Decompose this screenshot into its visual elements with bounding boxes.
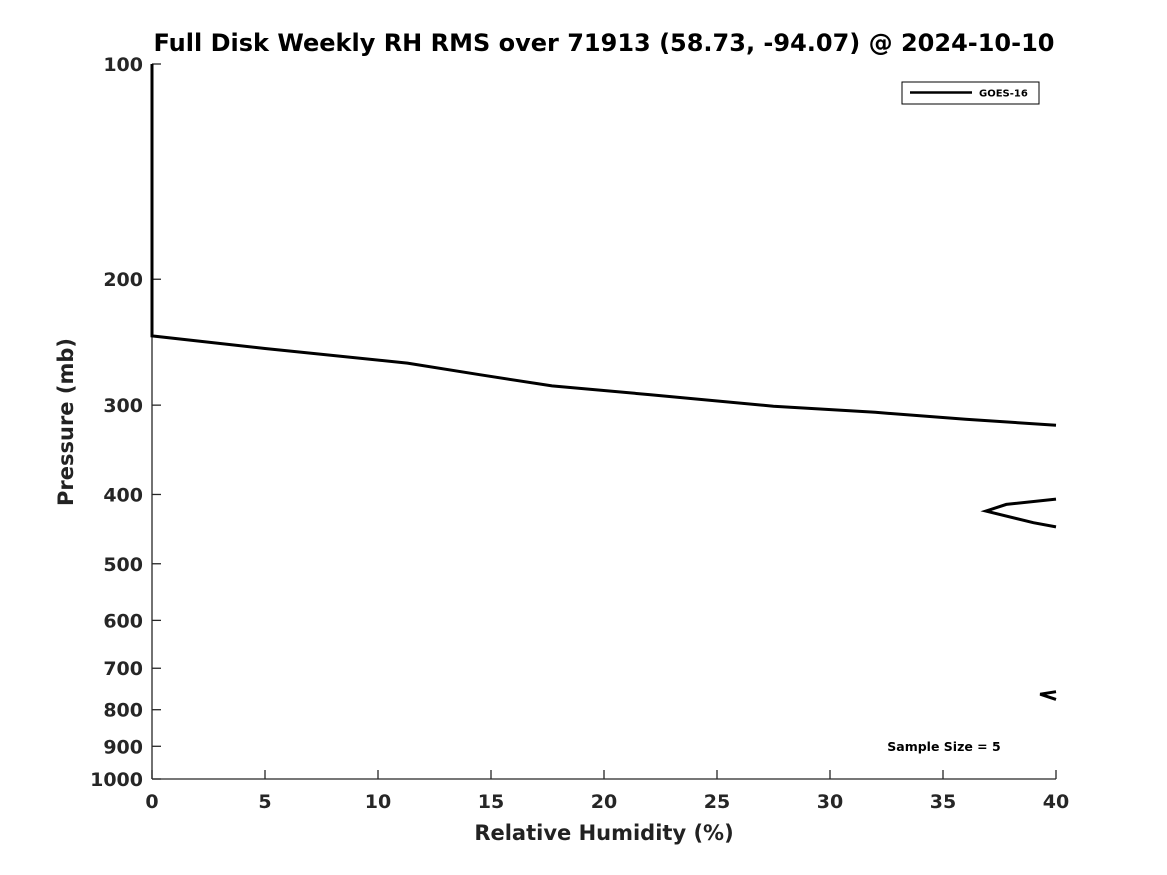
- x-axis-ticks: 0 5 10 15 20 25 30 35 40: [145, 770, 1069, 813]
- x-axis-label: Relative Humidity (%): [474, 821, 733, 845]
- x-tick-label: 40: [1043, 791, 1069, 813]
- y-tick-label: 500: [103, 554, 143, 576]
- y-tick-label: 400: [103, 484, 143, 506]
- y-tick-label: 600: [103, 610, 143, 632]
- plot-area: 0 5 10 15 20 25 30 35 40 100 200 300 400 500 600 700 80…: [90, 54, 1069, 813]
- x-tick-label: 10: [365, 791, 391, 813]
- series-line-goes-16-segment-3: [1039, 690, 1057, 701]
- y-tick-label: 800: [103, 700, 143, 722]
- x-tick-label: 25: [704, 791, 730, 813]
- legend: GOES-16: [901, 81, 1040, 105]
- y-tick-label: 900: [103, 736, 143, 758]
- x-tick-label: 5: [258, 791, 271, 813]
- y-axis-label: Pressure (mb): [54, 338, 78, 506]
- legend-label: GOES-16: [979, 89, 1028, 100]
- sample-size-annotation: Sample Size = 5: [887, 739, 1000, 754]
- series-line-goes-16-segment-2: [980, 497, 1057, 529]
- y-tick-label: 1000: [90, 769, 143, 791]
- x-tick-label: 15: [478, 791, 504, 813]
- y-tick-label: 300: [103, 395, 143, 417]
- x-tick-label: 30: [817, 791, 843, 813]
- chart-title: Full Disk Weekly RH RMS over 71913 (58.7…: [153, 29, 1054, 57]
- y-tick-label: 100: [103, 54, 143, 76]
- series-line-goes-16-segment-1: [150, 64, 1057, 427]
- x-tick-label: 0: [145, 791, 158, 813]
- x-tick-label: 20: [591, 791, 617, 813]
- y-axis-ticks: 100 200 300 400 500 600 700 800 900 1000: [90, 54, 161, 791]
- series-layer: [150, 64, 1057, 701]
- y-tick-label: 200: [103, 269, 143, 291]
- x-tick-label: 35: [930, 791, 956, 813]
- y-tick-label: 700: [103, 658, 143, 680]
